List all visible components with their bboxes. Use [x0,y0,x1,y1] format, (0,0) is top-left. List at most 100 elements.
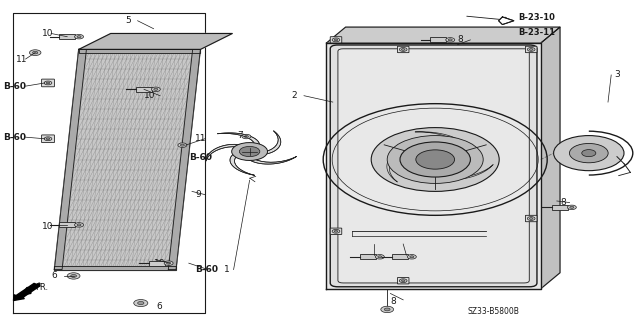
Circle shape [582,150,596,157]
Bar [136,87,152,92]
Text: 1: 1 [224,265,230,274]
Bar [360,254,376,259]
Text: 8: 8 [560,198,566,207]
Text: 2: 2 [291,91,297,100]
Circle shape [378,256,382,258]
Bar [60,34,76,39]
Polygon shape [54,266,176,270]
Circle shape [567,205,576,210]
Circle shape [570,206,574,208]
FancyBboxPatch shape [42,135,54,143]
Circle shape [44,137,52,141]
Circle shape [180,144,184,146]
Circle shape [529,48,533,50]
FancyBboxPatch shape [525,215,537,222]
Text: 6: 6 [51,271,57,280]
FancyBboxPatch shape [330,228,342,234]
Circle shape [67,273,80,279]
Circle shape [399,279,407,283]
Text: B-60: B-60 [3,133,26,142]
Circle shape [400,142,470,177]
Circle shape [332,229,340,233]
Circle shape [407,255,417,259]
Circle shape [154,88,158,90]
Bar [392,254,408,259]
Circle shape [77,36,81,38]
Text: 10: 10 [42,29,53,38]
Circle shape [527,48,535,51]
Circle shape [387,136,483,183]
Circle shape [33,51,38,54]
Circle shape [416,150,454,169]
Circle shape [74,34,83,39]
Circle shape [371,128,499,191]
Polygon shape [249,157,296,164]
Polygon shape [415,132,468,150]
Polygon shape [230,154,255,175]
Text: 7: 7 [397,252,403,261]
Polygon shape [79,33,232,49]
FancyArrow shape [13,283,40,300]
Circle shape [375,255,384,259]
Polygon shape [541,27,560,289]
Polygon shape [326,43,541,289]
Circle shape [239,146,260,157]
Circle shape [334,230,338,232]
Circle shape [166,262,171,264]
Circle shape [46,138,50,140]
Circle shape [71,274,77,277]
Polygon shape [326,27,560,43]
Circle shape [44,81,52,85]
Text: 11: 11 [16,55,28,63]
Circle shape [448,39,452,41]
Text: 10: 10 [42,222,53,231]
Circle shape [445,38,455,42]
Circle shape [381,306,394,313]
FancyBboxPatch shape [338,49,529,283]
Circle shape [334,39,338,41]
Text: B-23-10: B-23-10 [518,13,556,22]
Polygon shape [218,133,259,145]
Bar [431,37,447,42]
Polygon shape [387,150,402,182]
Circle shape [570,144,608,163]
Text: 9: 9 [195,190,201,199]
Text: SZ33-B5800B: SZ33-B5800B [467,307,519,315]
FancyBboxPatch shape [397,46,409,53]
FancyBboxPatch shape [397,278,409,284]
Text: 11: 11 [195,134,207,143]
Circle shape [74,223,83,227]
Circle shape [164,261,173,265]
Polygon shape [264,131,281,154]
Circle shape [242,134,251,139]
Text: B-60: B-60 [3,82,26,91]
Text: B-60: B-60 [195,265,218,274]
Circle shape [178,143,187,147]
Circle shape [401,48,405,50]
Polygon shape [79,49,200,53]
Circle shape [410,256,414,258]
Text: 7: 7 [237,131,243,140]
Circle shape [134,300,148,307]
FancyBboxPatch shape [42,79,54,87]
Polygon shape [54,49,200,270]
Text: FR.: FR. [35,283,49,292]
Text: 6: 6 [157,302,163,311]
Circle shape [232,143,268,160]
Polygon shape [435,165,493,180]
Polygon shape [54,49,86,270]
Circle shape [529,218,533,219]
FancyBboxPatch shape [525,46,537,53]
Text: 8: 8 [390,297,396,306]
Bar [148,261,165,266]
Polygon shape [499,17,514,25]
Text: B-23-11: B-23-11 [518,28,556,37]
Text: 3: 3 [614,70,620,79]
Circle shape [29,50,41,56]
Circle shape [46,82,50,84]
Polygon shape [168,49,200,270]
Text: 10: 10 [154,259,165,268]
Circle shape [152,87,160,92]
Circle shape [527,217,535,220]
Circle shape [384,308,390,311]
